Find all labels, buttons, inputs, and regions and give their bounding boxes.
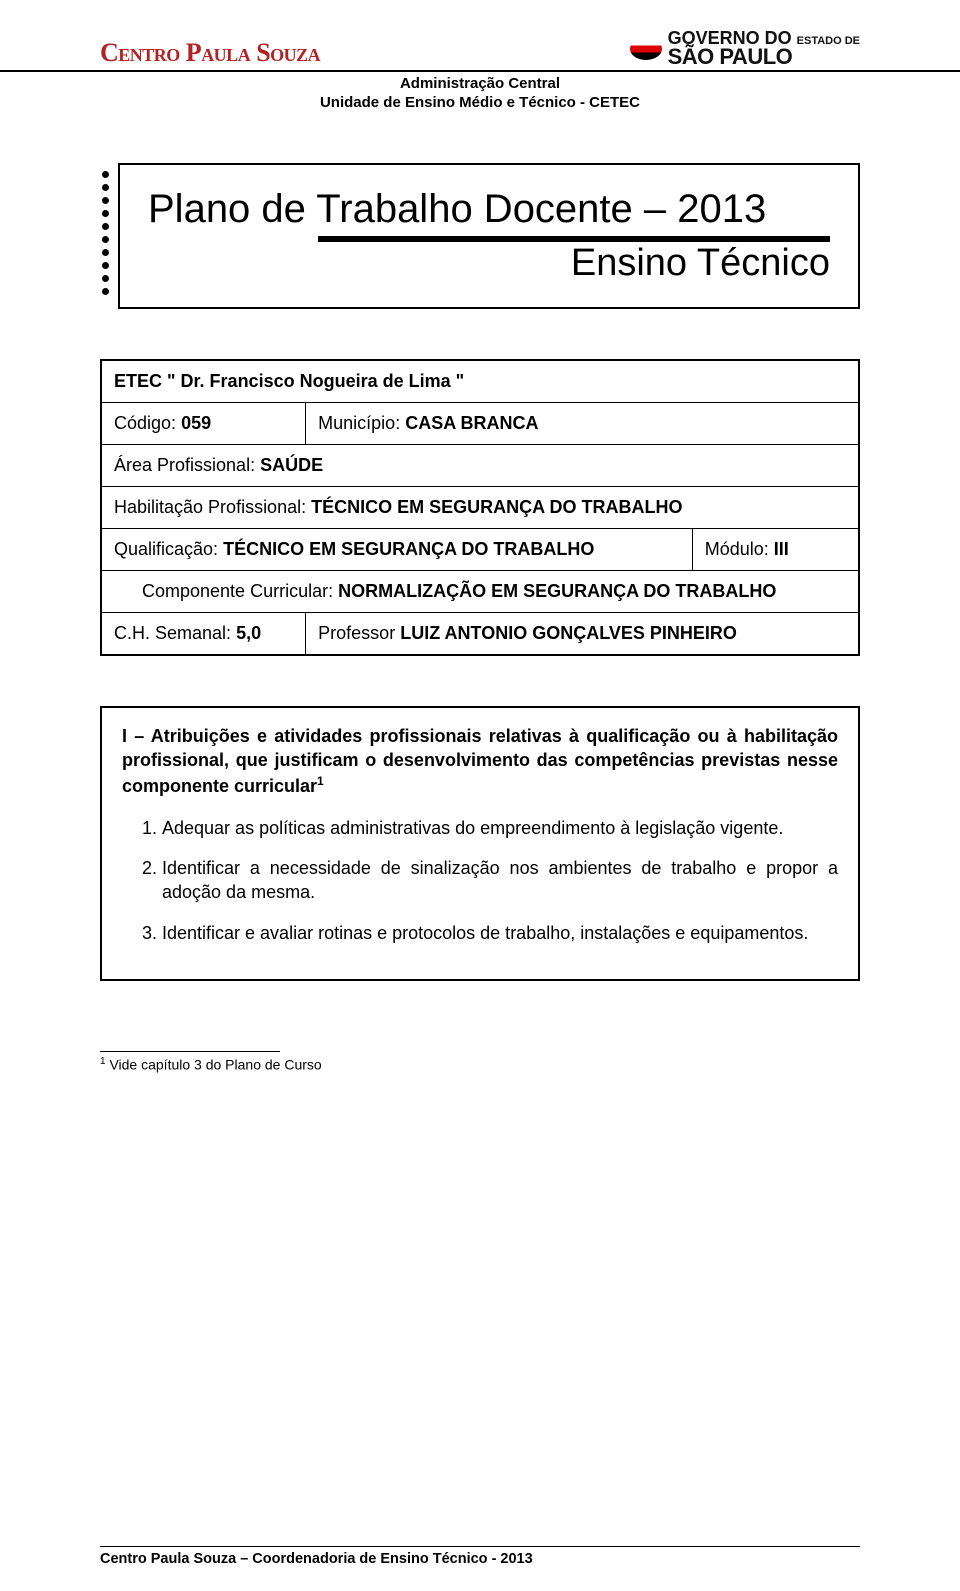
- section-list-item: Identificar a necessidade de sinalização…: [162, 856, 838, 905]
- title-dot: [102, 223, 109, 230]
- section-heading-text: I – Atribuições e atividades profissiona…: [122, 726, 838, 796]
- codigo-value: 059: [181, 413, 211, 433]
- title-dot: [102, 288, 109, 295]
- footer-text: Centro Paula Souza – Coordenadoria de En…: [100, 1551, 860, 1567]
- ch-label: C.H. Semanal:: [114, 623, 231, 643]
- codigo-cell: Código: 059: [101, 402, 306, 444]
- gov-text: GOVERNO DO ESTADO DE SÃO PAULO: [668, 30, 860, 68]
- section-list-item: Identificar e avaliar rotinas e protocol…: [162, 921, 838, 945]
- page-footer: Centro Paula Souza – Coordenadoria de En…: [100, 1546, 860, 1567]
- title-dot: [102, 236, 109, 243]
- title-dot: [102, 210, 109, 217]
- qual-value: TÉCNICO EM SEGURANÇA DO TRABALHO: [223, 539, 594, 559]
- hab-label: Habilitação Profissional:: [114, 497, 306, 517]
- title-dots: [102, 171, 109, 295]
- title-sub: Ensino Técnico: [571, 242, 830, 285]
- prof-cell: Professor LUIZ ANTONIO GONÇALVES PINHEIR…: [306, 612, 859, 655]
- modulo-value: III: [774, 539, 789, 559]
- admin-line1: Administração Central: [100, 74, 860, 94]
- comp-value: NORMALIZAÇÃO EM SEGURANÇA DO TRABALHO: [338, 581, 776, 601]
- title-dot: [102, 262, 109, 269]
- title-dot: [102, 249, 109, 256]
- modulo-cell: Módulo: III: [692, 528, 859, 570]
- sp-flag-icon: [630, 38, 662, 60]
- header-logos: CENTRO PAULA SOUZA GOVERNO DO ESTADO DE …: [100, 30, 860, 68]
- footer-rule: [100, 1546, 860, 1547]
- logo-governo-sp: GOVERNO DO ESTADO DE SÃO PAULO: [630, 30, 860, 68]
- ch-value: 5,0: [236, 623, 261, 643]
- codigo-label: Código:: [114, 413, 176, 433]
- title-dot: [102, 275, 109, 282]
- info-table: ETEC " Dr. Francisco Nogueira de Lima " …: [100, 359, 860, 656]
- etec-value: ETEC " Dr. Francisco Nogueira de Lima ": [114, 371, 464, 391]
- ch-cell: C.H. Semanal: 5,0: [101, 612, 306, 655]
- title-main: Plano de Trabalho Docente – 2013: [148, 187, 830, 232]
- qual-label: Qualificação:: [114, 539, 218, 559]
- admin-block: Administração Central Unidade de Ensino …: [100, 74, 860, 113]
- logo-left-text: CENTRO PAULA SOUZA: [100, 38, 320, 67]
- comp-label: Componente Curricular:: [142, 581, 333, 601]
- section-list-item: Adequar as políticas administrativas do …: [162, 816, 838, 840]
- gov-line3: SÃO PAULO: [668, 47, 860, 68]
- hab-cell: Habilitação Profissional: TÉCNICO EM SEG…: [101, 486, 859, 528]
- prof-label: Professor: [318, 623, 395, 643]
- section-heading: I – Atribuições e atividades profissiona…: [122, 724, 838, 798]
- qual-cell: Qualificação: TÉCNICO EM SEGURANÇA DO TR…: [101, 528, 692, 570]
- municipio-value: CASA BRANCA: [405, 413, 538, 433]
- municipio-cell: Município: CASA BRANCA: [306, 402, 859, 444]
- municipio-label: Município:: [318, 413, 400, 433]
- section-box: I – Atribuições e atividades profissiona…: [100, 706, 860, 981]
- section-list: Adequar as políticas administrativas do …: [122, 816, 838, 945]
- prof-value: LUIZ ANTONIO GONÇALVES PINHEIRO: [400, 623, 737, 643]
- footnote-ref: 1: [100, 1056, 106, 1067]
- section-heading-sup: 1: [317, 774, 324, 788]
- hab-value: TÉCNICO EM SEGURANÇA DO TRABALHO: [311, 497, 682, 517]
- logo-centro-paula-souza: CENTRO PAULA SOUZA: [100, 38, 320, 68]
- title-box: Plano de Trabalho Docente – 2013 Ensino …: [118, 163, 860, 309]
- title-dot: [102, 184, 109, 191]
- title-dot: [102, 171, 109, 178]
- admin-line2: Unidade de Ensino Médio e Técnico - CETE…: [100, 93, 860, 113]
- header-rule: [0, 70, 960, 72]
- gov-line2: ESTADO DE: [797, 35, 860, 47]
- componente-cell: Componente Curricular: NORMALIZAÇÃO EM S…: [101, 570, 859, 612]
- etec-cell: ETEC " Dr. Francisco Nogueira de Lima ": [101, 360, 859, 403]
- title-dot: [102, 197, 109, 204]
- area-label: Área Profissional:: [114, 455, 255, 475]
- area-value: SAÚDE: [260, 455, 323, 475]
- footnote-text: Vide capítulo 3 do Plano de Curso: [109, 1057, 321, 1073]
- footnote: 1 Vide capítulo 3 do Plano de Curso: [100, 1056, 860, 1073]
- footnote-rule: [100, 1051, 280, 1052]
- area-cell: Área Profissional: SAÚDE: [101, 444, 859, 486]
- modulo-label: Módulo:: [705, 539, 769, 559]
